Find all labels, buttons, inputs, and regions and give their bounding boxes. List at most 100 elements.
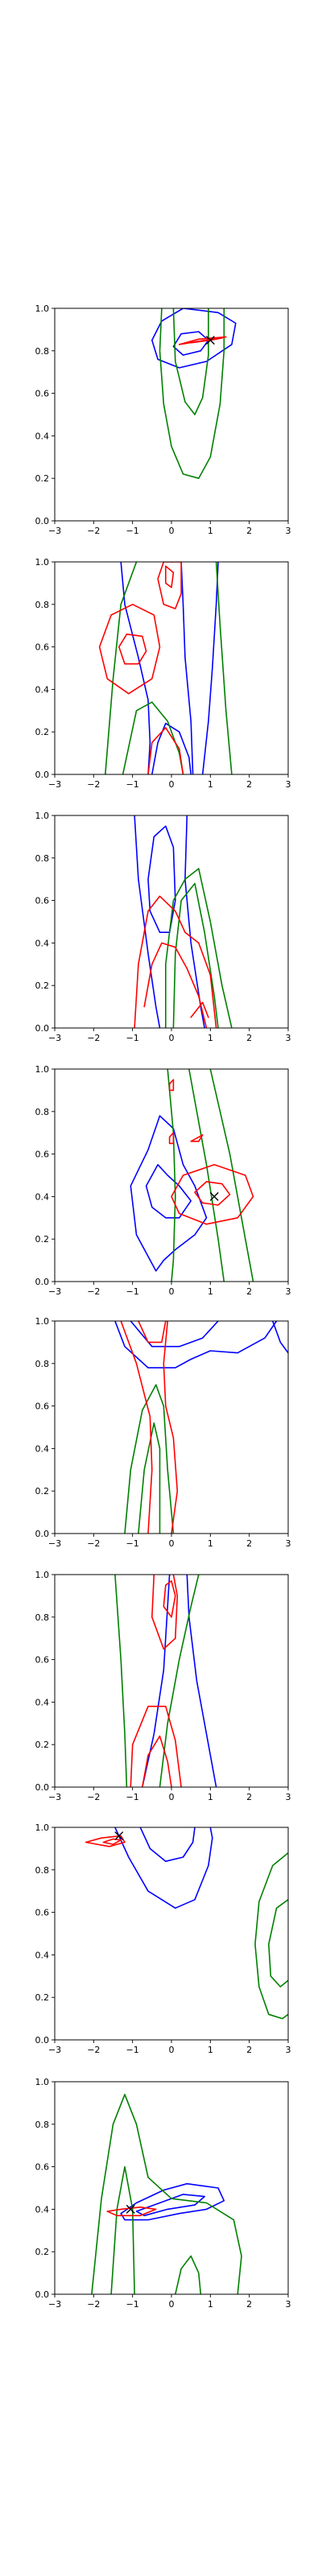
x-tick-label: −3 bbox=[48, 1538, 61, 1549]
contour-line-red bbox=[106, 2207, 157, 2217]
x-tick-label: −3 bbox=[48, 2045, 61, 2055]
contour-line-green bbox=[215, 562, 233, 774]
y-tick-label: 0.4 bbox=[35, 684, 50, 695]
contour-line-blue bbox=[151, 722, 192, 774]
y-tick-label: 0.6 bbox=[35, 1402, 50, 1412]
y-tick-label: 1.0 bbox=[35, 303, 50, 314]
x-tick-label: 3 bbox=[286, 2045, 291, 2055]
x-tick-label: −1 bbox=[126, 526, 139, 536]
contour-line-blue bbox=[151, 308, 237, 369]
x-tick-label: 0 bbox=[169, 779, 175, 790]
plot-area bbox=[151, 308, 237, 479]
contour-line-green bbox=[188, 1069, 225, 1282]
y-tick-label: 0.2 bbox=[35, 1740, 50, 1750]
x-tick-label: −2 bbox=[87, 1538, 100, 1549]
subplot-7: −3 −2 −1 0 1 2 3 0.0 0.2 0.4 0.6 0.8 1.0 bbox=[35, 1823, 291, 2055]
contour-line-red bbox=[165, 565, 175, 588]
x-tick-label: −3 bbox=[48, 526, 61, 536]
subplot-1: −3 −2 −1 0 1 2 3 0.0 0.2 0.4 0.6 0.8 1.0 bbox=[35, 303, 291, 536]
x-tick-label: 2 bbox=[246, 1792, 252, 1802]
y-tick-label: 0.8 bbox=[35, 2120, 50, 2130]
contour-line-red bbox=[151, 1575, 179, 1650]
y-tick-label: 0.2 bbox=[35, 1486, 50, 1496]
y-tick-label: 0.8 bbox=[35, 346, 50, 357]
x-marker bbox=[114, 1831, 124, 1841]
x-tick-label: −2 bbox=[87, 2299, 100, 2310]
contour-line-green bbox=[167, 1069, 176, 1282]
y-tick-label: 1.0 bbox=[35, 557, 50, 568]
x-tick-label: 3 bbox=[286, 526, 291, 536]
contour-line-red bbox=[168, 1079, 175, 1092]
x-tick-label: −2 bbox=[87, 1033, 100, 1043]
x-tick-label: 1 bbox=[208, 526, 213, 536]
subplot-2: −3 −2 −1 0 1 2 3 0.0 0.2 0.4 0.6 0.8 1.0 bbox=[35, 557, 291, 790]
contour-line-blue bbox=[147, 825, 176, 933]
x-tick-label: −1 bbox=[126, 779, 139, 790]
y-tick-label: 0.6 bbox=[35, 1150, 50, 1160]
axes-frame bbox=[54, 308, 289, 522]
contour-line-blue bbox=[135, 2194, 205, 2217]
contour-line-green bbox=[114, 1575, 128, 1787]
y-tick-label: 0.2 bbox=[35, 980, 50, 991]
y-tick-label: 0.2 bbox=[35, 727, 50, 737]
y-tick-label: 0.6 bbox=[35, 2162, 50, 2173]
contour-line-green bbox=[172, 882, 219, 1028]
y-tick-label: 0.2 bbox=[35, 1234, 50, 1245]
y-tick-label: 0.2 bbox=[35, 2247, 50, 2257]
x-tick-label: −1 bbox=[126, 1538, 139, 1549]
x-tick-label: 1 bbox=[208, 2299, 213, 2310]
x-tick-label: −1 bbox=[126, 1792, 139, 1802]
contour-line-green bbox=[105, 562, 138, 774]
axes-frame bbox=[54, 1574, 289, 1788]
contour-line-blue bbox=[186, 1575, 217, 1787]
y-tick-label: 0.2 bbox=[35, 473, 50, 484]
contour-line-blue bbox=[120, 2182, 225, 2221]
x-tick-label: 2 bbox=[246, 1033, 252, 1043]
contour-line-blue bbox=[130, 1115, 208, 1272]
x-tick-label: 3 bbox=[286, 1033, 291, 1043]
contour-line-blue bbox=[145, 1164, 192, 1219]
y-tick-label: 0.8 bbox=[35, 853, 50, 864]
x-tick-label: 1 bbox=[208, 1033, 213, 1043]
contour-line-green bbox=[91, 2094, 242, 2294]
x-tick-label: 3 bbox=[286, 1286, 291, 1297]
contour-line-blue bbox=[184, 815, 205, 1028]
x-tick-label: 3 bbox=[286, 2299, 291, 2310]
subplot-4: −3 −2 −1 0 1 2 3 0.0 0.2 0.4 0.6 0.8 1.0 bbox=[35, 1064, 291, 1297]
contour-line-blue bbox=[114, 1321, 278, 1368]
x-tick-label: 0 bbox=[169, 2045, 175, 2055]
subplot-6: −3 −2 −1 0 1 2 3 0.0 0.2 0.4 0.6 0.8 1.0 bbox=[35, 1570, 291, 1802]
x-tick-label: 2 bbox=[246, 2299, 252, 2310]
y-tick-label: 0.0 bbox=[35, 1782, 50, 1793]
x-tick-label: 0 bbox=[169, 1538, 175, 1549]
contour-line-red bbox=[138, 1321, 167, 1344]
contour-line-green bbox=[124, 1384, 175, 1534]
x-marker bbox=[209, 1191, 219, 1201]
contour-line-red bbox=[190, 1001, 209, 1018]
x-tick-label: −2 bbox=[87, 1286, 100, 1297]
plot-area bbox=[85, 1827, 288, 2020]
x-tick-label: −3 bbox=[48, 2299, 61, 2310]
x-tick-label: 0 bbox=[169, 1286, 175, 1297]
contour-line-red bbox=[134, 895, 217, 1028]
x-tick-label: 2 bbox=[246, 1538, 252, 1549]
x-tick-label: 1 bbox=[208, 1286, 213, 1297]
y-tick-label: 0.0 bbox=[35, 1529, 50, 1539]
y-tick-label: 1.0 bbox=[35, 1064, 50, 1075]
x-tick-label: 1 bbox=[208, 779, 213, 790]
x-tick-label: −3 bbox=[48, 779, 61, 790]
y-tick-label: 0.6 bbox=[35, 1655, 50, 1666]
contour-line-red bbox=[142, 1735, 172, 1787]
contour-line-red bbox=[190, 1134, 204, 1142]
contour-line-red bbox=[143, 942, 208, 1028]
plot-area bbox=[91, 2094, 242, 2294]
y-tick-label: 0.8 bbox=[35, 1612, 50, 1623]
y-tick-label: 1.0 bbox=[35, 811, 50, 821]
x-tick-label: 0 bbox=[169, 1033, 175, 1043]
y-tick-label: 0.6 bbox=[35, 1908, 50, 1918]
x-tick-label: −2 bbox=[87, 779, 100, 790]
contour-line-blue bbox=[180, 562, 194, 774]
subplot-3: −3 −2 −1 0 1 2 3 0.0 0.2 0.4 0.6 0.8 1.0 bbox=[35, 811, 291, 1043]
contour-line-green bbox=[165, 868, 233, 1028]
